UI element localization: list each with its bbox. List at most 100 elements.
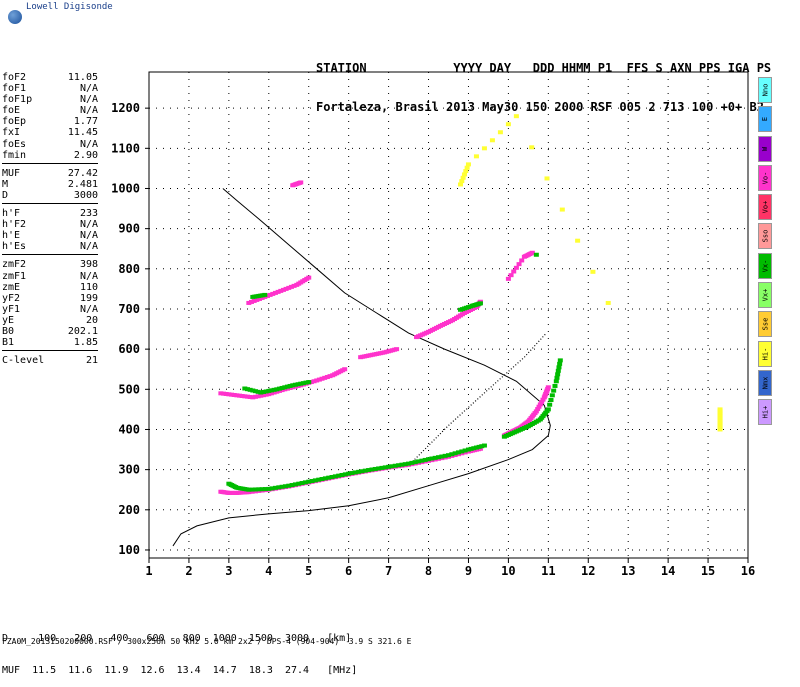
param-row: fxI 11.45 <box>2 127 98 138</box>
echo-point <box>516 262 522 267</box>
echo-point <box>245 394 251 399</box>
x-tick-label: 14 <box>661 564 675 578</box>
echo-point <box>342 472 348 477</box>
echo-point <box>362 468 368 473</box>
echo-point <box>276 485 282 490</box>
echo-point <box>282 385 288 390</box>
param-value: 27.42 <box>67 167 98 179</box>
echo-point <box>537 402 543 407</box>
echo-point <box>274 389 280 394</box>
param-row: foEp 1.77 <box>2 116 98 127</box>
param-label: yF1 <box>2 303 21 315</box>
echo-point <box>306 275 312 280</box>
y-tick-label: 1000 <box>111 181 140 195</box>
x-tick-label: 7 <box>385 564 392 578</box>
param-label: zmF2 <box>2 259 27 271</box>
echo-point <box>309 479 315 484</box>
y-tick-label: 900 <box>118 222 140 236</box>
param-value: 398 <box>79 259 98 271</box>
echo-point <box>308 380 314 385</box>
echo-point <box>276 388 282 393</box>
echo-point <box>268 388 274 393</box>
y-tick-label: 400 <box>118 422 140 436</box>
param-label: h'F2 <box>2 219 27 231</box>
param-row: D 3000 <box>2 190 98 201</box>
param-value: 110 <box>79 281 98 293</box>
echo-point <box>329 475 335 479</box>
param-value: N/A <box>79 94 98 106</box>
echo-point <box>299 481 305 486</box>
echo-point <box>279 388 285 393</box>
echo-point <box>286 483 292 488</box>
echo-point <box>481 146 487 151</box>
echo-point <box>298 180 304 185</box>
x-tick-label: 10 <box>501 564 515 578</box>
echo-point <box>479 444 485 449</box>
echo-point <box>256 487 262 492</box>
echo-point <box>288 284 294 289</box>
param-value: N/A <box>79 230 98 242</box>
param-row: foF2 11.05 <box>2 72 98 83</box>
param-label: yF2 <box>2 292 21 304</box>
mode-legend: Nno E W Vo- Vo+ Sso Vx- Vx+ Sse Hi- Nmx Hi+ <box>758 77 772 429</box>
y-tick-label: 600 <box>118 342 140 356</box>
param-label: foEs <box>2 138 27 150</box>
profile-layer <box>172 188 551 547</box>
param-value: 2.90 <box>73 149 98 161</box>
echo-point <box>555 372 561 377</box>
echo-point <box>282 484 288 489</box>
echo-point <box>460 175 466 180</box>
param-value: 202.1 <box>67 325 98 337</box>
param-label: h'E <box>2 230 21 242</box>
echo-point <box>332 474 338 479</box>
echo-point <box>291 283 297 288</box>
param-label: fmin <box>2 149 27 161</box>
echo-point <box>239 394 245 398</box>
param-row: yF2 199 <box>2 293 98 304</box>
echo-point <box>316 477 322 482</box>
echo-point <box>399 462 405 467</box>
echo-point <box>476 444 482 449</box>
param-row: foE N/A <box>2 105 98 116</box>
echo-point <box>555 368 561 373</box>
header-line-1: STATION YYYY DAY DDD HHMM P1 FFS S AXN P… <box>316 61 772 75</box>
echo-point <box>246 490 252 495</box>
x-axis-ticks: 1 2 3 4 5 6 7 8 9 10 11 12 13 14 15 16 <box>145 558 755 578</box>
param-row: h'F2 N/A <box>2 219 98 230</box>
echo-point <box>497 130 503 135</box>
echo-point <box>376 466 382 471</box>
echo-point <box>326 475 332 480</box>
echo-point <box>372 466 378 471</box>
echo-point <box>489 138 495 143</box>
electron-density-profile <box>172 188 551 547</box>
echo-point <box>262 292 268 297</box>
echo-point <box>548 398 554 403</box>
echo-point <box>247 387 253 392</box>
echo-point <box>359 469 365 474</box>
param-row: h'Es N/A <box>2 241 98 252</box>
echo-point <box>322 476 328 481</box>
echo-point <box>349 471 355 476</box>
echo-point <box>554 375 560 380</box>
mode-legend-item: Vx+ <box>758 282 772 309</box>
param-label: yE <box>2 314 15 326</box>
x-tick-label: 15 <box>701 564 715 578</box>
echo-point <box>402 462 408 467</box>
echo-point <box>551 388 557 393</box>
echo-point <box>266 392 272 397</box>
x-tick-label: 9 <box>465 564 472 578</box>
echo-point <box>306 479 312 484</box>
echo-point <box>553 379 559 384</box>
param-value: N/A <box>79 241 98 253</box>
echo-point <box>260 393 266 398</box>
param-label: foF1p <box>2 94 33 106</box>
echo-point <box>409 460 415 465</box>
echo-point <box>535 407 541 412</box>
echo-point <box>449 452 455 457</box>
param-value: N/A <box>79 83 98 95</box>
echo-point <box>322 375 328 380</box>
param-row: zmE 110 <box>2 282 98 293</box>
mode-legend-item: W <box>758 135 772 162</box>
param-row: C-level 21 <box>2 355 98 366</box>
x-tick-label: 16 <box>741 564 755 578</box>
